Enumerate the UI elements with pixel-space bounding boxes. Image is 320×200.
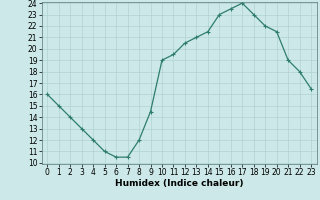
X-axis label: Humidex (Indice chaleur): Humidex (Indice chaleur)	[115, 179, 244, 188]
